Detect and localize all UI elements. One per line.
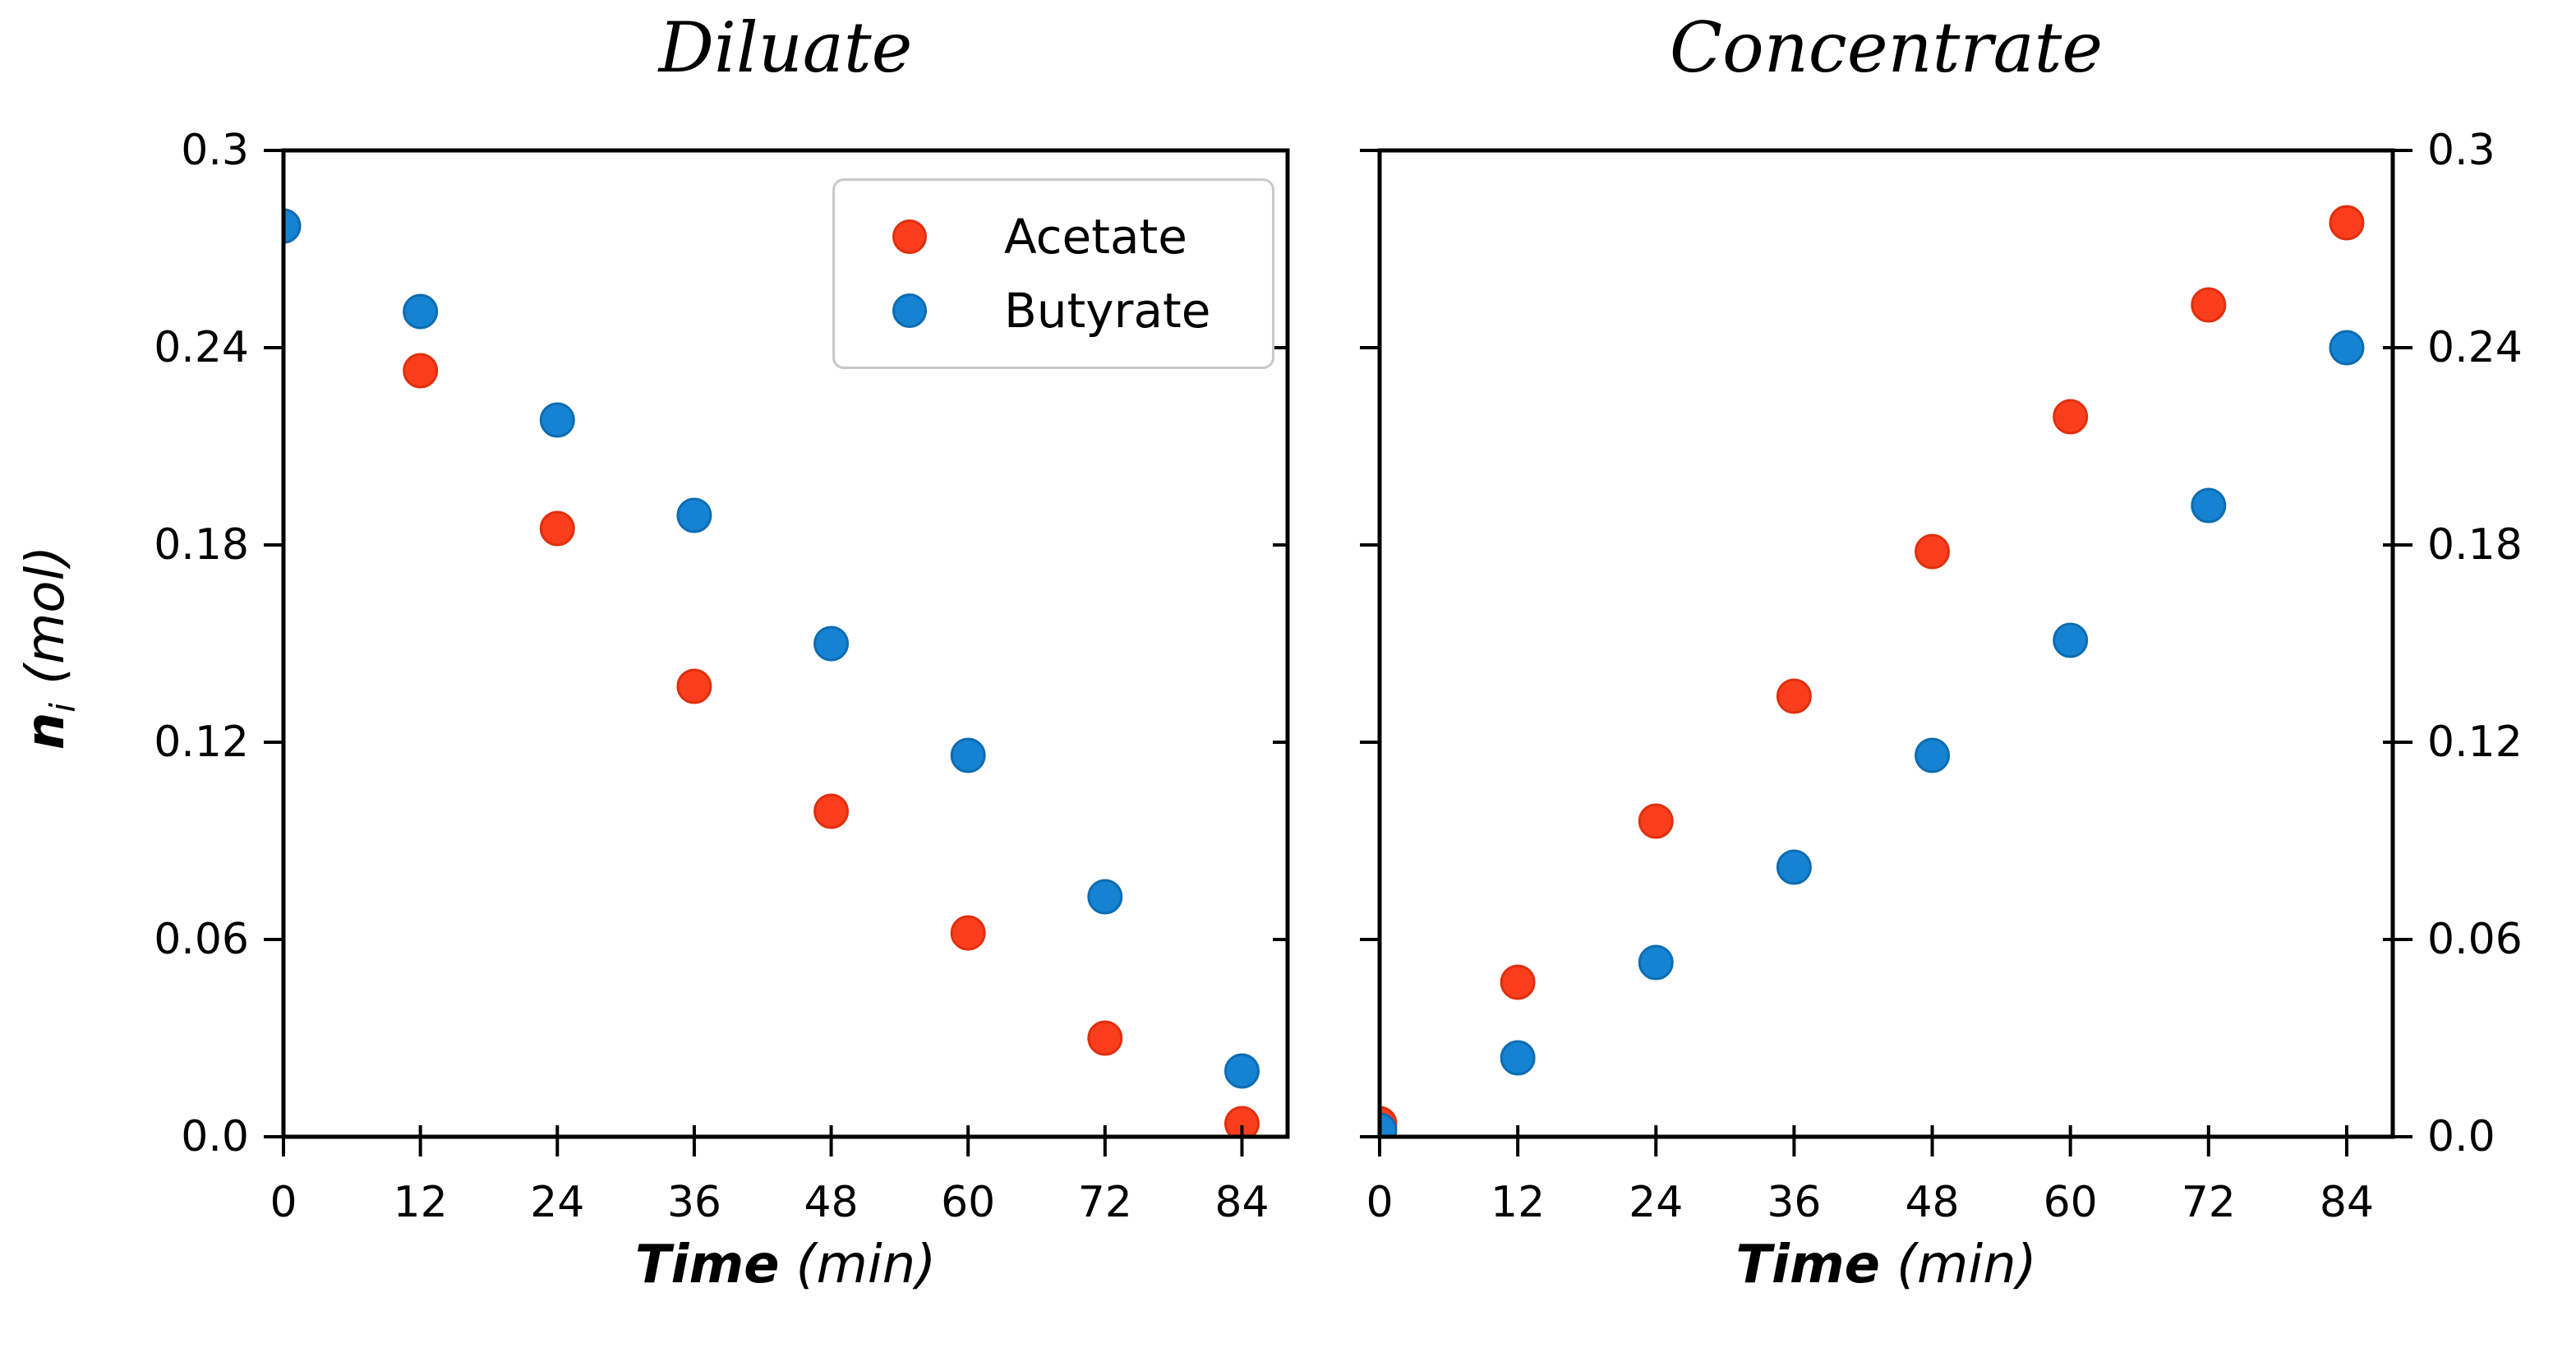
data-point-acetate — [403, 353, 439, 389]
butyrate-marker-icon — [892, 293, 927, 329]
legend-item-acetate: Acetate — [835, 213, 1272, 261]
legend-label-acetate: Acetate — [1004, 208, 1187, 265]
tick-marks — [1360, 149, 2412, 1156]
x-tick-label: 24 — [530, 1178, 584, 1227]
axes-box — [1377, 148, 2395, 1139]
data-point-butyrate — [1087, 879, 1123, 915]
x-tick-label: 84 — [2320, 1178, 2374, 1227]
data-point-acetate — [2329, 205, 2365, 241]
tick-labels: 0 12 24 36 48 60 72 84 0.0 0.06 0.12 0.18 0.24 0.3 — [1366, 126, 2522, 1227]
y-axis-unit: (mol) — [16, 545, 77, 685]
x-tick-label: 36 — [1767, 1178, 1821, 1227]
y-tick-label: 0.18 — [2427, 520, 2523, 570]
data-point-butyrate — [539, 402, 575, 438]
data-point-butyrate — [950, 737, 986, 773]
data-point-butyrate — [2053, 622, 2089, 658]
x-tick-label: 84 — [1214, 1178, 1269, 1227]
y-tick-label: 0.12 — [2427, 718, 2523, 767]
y-tick-label: 0.24 — [154, 323, 249, 372]
x-tick-label: 36 — [667, 1178, 721, 1227]
data-point-butyrate — [1500, 1040, 1536, 1076]
x-axis-label-unit: (min) — [1896, 1235, 2037, 1295]
data-point-acetate — [1500, 964, 1536, 1000]
data-point-butyrate — [2191, 487, 2227, 524]
legend-item-butyrate: Butyrate — [835, 287, 1272, 335]
x-tick-label: 72 — [2182, 1178, 2236, 1227]
data-point-butyrate — [1223, 1053, 1260, 1089]
x-axis-label-concentrate: Time (min) — [1380, 1235, 2393, 1295]
y-tick-label: 0.0 — [181, 1112, 249, 1161]
x-tick-label: 12 — [1491, 1178, 1545, 1227]
x-axis-label-unit: (min) — [795, 1235, 937, 1295]
data-point-acetate — [1915, 533, 1951, 570]
y-axis-label: ni (mol) — [16, 546, 83, 750]
data-point-butyrate — [813, 626, 850, 662]
y-tick-label: 0.3 — [181, 126, 249, 175]
x-tick-label: 48 — [804, 1178, 858, 1227]
legend: Acetate Butyrate — [832, 178, 1274, 369]
data-point-butyrate — [1776, 849, 1812, 885]
data-point-acetate — [1087, 1020, 1123, 1056]
legend-label-butyrate: Butyrate — [1004, 283, 1211, 339]
x-tick-label: 24 — [1629, 1178, 1683, 1227]
axes-box — [281, 148, 1290, 1139]
y-tick-label: 0.06 — [154, 915, 249, 964]
data-point-butyrate — [1380, 1112, 1398, 1137]
plot-title-diluate: Diluate — [658, 7, 913, 88]
acetate-marker-icon — [892, 219, 927, 254]
x-axis-label-word: Time — [634, 1235, 780, 1295]
tick-labels: 0 12 24 36 48 60 72 84 0.0 0.06 0.12 0.18 0.24 0.3 — [154, 126, 1269, 1227]
data-point-acetate — [539, 510, 575, 547]
x-tick-label: 60 — [2044, 1178, 2098, 1227]
data-point-butyrate — [2329, 330, 2365, 366]
plot-title-concentrate: Concentrate — [1669, 7, 2104, 88]
x-tick-label: 0 — [270, 1178, 297, 1227]
y-tick-label: 0.06 — [2427, 915, 2523, 964]
data-point-butyrate — [283, 208, 302, 244]
y-tick-label: 0.0 — [2427, 1112, 2495, 1161]
x-axis-label-diluate: Time (min) — [283, 1235, 1288, 1295]
x-tick-label: 48 — [1905, 1178, 1959, 1227]
data-points-concentrate — [1380, 205, 2365, 1137]
data-point-acetate — [950, 915, 986, 951]
data-point-butyrate — [403, 293, 439, 330]
data-point-butyrate — [1638, 944, 1674, 981]
y-tick-label: 0.24 — [2427, 323, 2523, 372]
data-point-butyrate — [676, 497, 712, 533]
data-point-acetate — [1638, 803, 1674, 839]
y-tick-label: 0.12 — [154, 718, 249, 767]
data-point-acetate — [2191, 287, 2227, 323]
data-points-diluate — [283, 208, 1260, 1137]
y-axis-symbol: n — [16, 712, 77, 750]
y-tick-label: 0.18 — [154, 520, 249, 570]
data-point-acetate — [676, 668, 712, 704]
x-tick-label: 0 — [1366, 1178, 1393, 1227]
data-point-acetate — [1223, 1106, 1260, 1137]
x-tick-label: 12 — [394, 1178, 448, 1227]
data-point-acetate — [813, 793, 850, 829]
y-axis-subscript: i — [42, 702, 83, 713]
data-point-acetate — [2053, 399, 2089, 435]
y-tick-label: 0.3 — [2427, 126, 2495, 175]
data-point-butyrate — [1915, 737, 1951, 773]
x-tick-label: 60 — [941, 1178, 995, 1227]
data-point-acetate — [1776, 678, 1812, 714]
x-tick-label: 72 — [1078, 1178, 1132, 1227]
x-axis-label-word: Time — [1735, 1235, 1881, 1295]
